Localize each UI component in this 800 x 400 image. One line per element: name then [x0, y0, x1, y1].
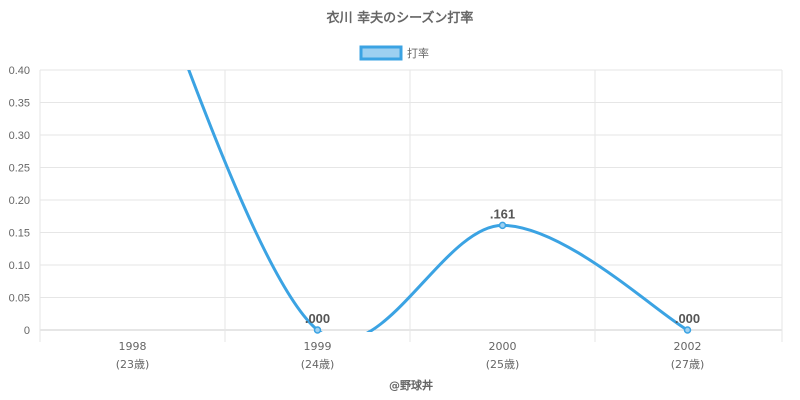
data-label: .161	[490, 206, 515, 221]
credit-label: @野球丼	[389, 378, 433, 392]
y-tick-label: 0.35	[9, 98, 30, 110]
data-point	[313, 326, 322, 334]
x-tick-label: 1999	[304, 340, 332, 353]
x-tick-label: 2000	[489, 340, 517, 353]
legend[interactable]: 打率	[359, 45, 429, 61]
y-tick-label: 0	[24, 325, 30, 337]
x-tick-sublabel: (25歳)	[486, 358, 520, 371]
y-tick-label: 0.30	[9, 130, 30, 142]
x-tick-label: 2002	[674, 340, 702, 353]
data-point	[498, 221, 507, 230]
chart-title: 衣川 幸夫のシーズン打率	[327, 10, 474, 26]
data-points	[313, 221, 692, 334]
data-point	[683, 326, 692, 334]
x-tick-sublabel: (24歳)	[301, 358, 335, 371]
y-tick-label: 0.15	[9, 228, 30, 240]
legend-label: 打率	[407, 46, 429, 60]
y-tick-label: 0.25	[9, 163, 30, 175]
y-tick-label: 0.20	[9, 195, 30, 207]
series-line-group	[187, 70, 689, 332]
data-labels: .000 .161 .000	[305, 206, 700, 326]
x-tick-label: 1998	[119, 340, 147, 353]
x-tick-sublabel: (27歳)	[671, 358, 705, 371]
x-axis: 1998 (23歳) 1999 (24歳) 2000 (25歳) 2002 (27歳)	[116, 340, 705, 371]
data-label: .000	[305, 311, 330, 326]
legend-swatch	[359, 45, 403, 61]
x-tick-sublabel: (23歳)	[116, 358, 150, 371]
grid	[39, 69, 783, 342]
series-line	[187, 70, 689, 332]
y-tick-label: 0.40	[9, 65, 30, 77]
y-tick-label: 0.05	[9, 293, 30, 305]
y-tick-label: 0.10	[9, 260, 30, 272]
data-label: .000	[675, 311, 700, 326]
y-axis: 0 0.05 0.10 0.15 0.20 0.25 0.30 0.35 0.40	[9, 65, 30, 337]
